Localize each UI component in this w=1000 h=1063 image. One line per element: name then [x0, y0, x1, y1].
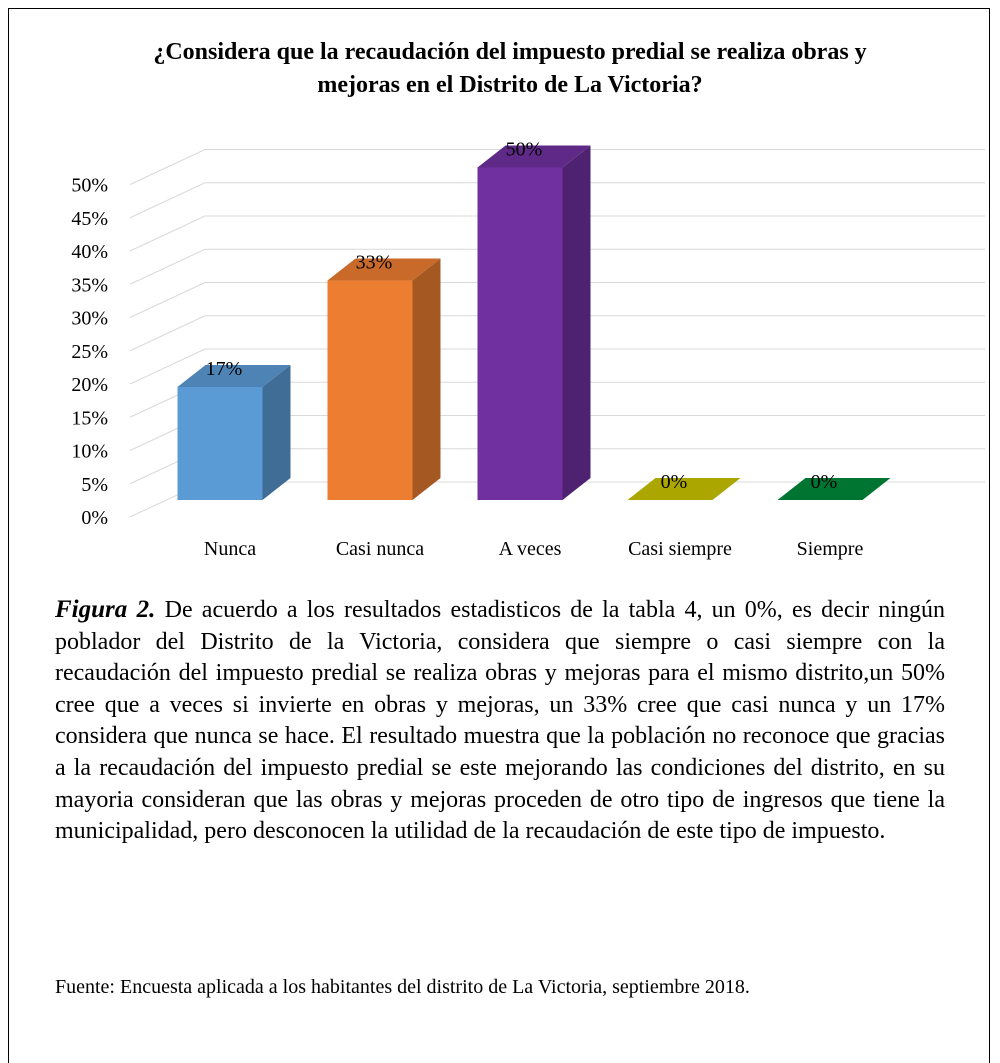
- grid-line: [129, 248, 985, 285]
- bar-side: [562, 145, 591, 500]
- x-tick-label: Casi siempre: [628, 538, 732, 560]
- x-tick-label: Casi nunca: [336, 538, 424, 560]
- y-tick-label: 20%: [71, 374, 108, 396]
- y-tick-label: 50%: [71, 175, 108, 197]
- bar: [477, 167, 563, 500]
- grid-line: [129, 282, 985, 318]
- caption: Figura 2. De acuerdo a los resultados es…: [55, 594, 945, 848]
- figure-frame: [8, 8, 990, 1063]
- grid-line: [129, 348, 985, 385]
- value-label: 33%: [356, 252, 393, 274]
- y-tick-label: 15%: [71, 407, 108, 429]
- caption-label: Figura 2.: [55, 596, 156, 623]
- value-label: 0%: [661, 471, 688, 493]
- x-tick-label: Siempre: [797, 538, 864, 560]
- y-tick-label: 10%: [71, 441, 108, 463]
- y-tick-label: 5%: [81, 474, 108, 496]
- chart: 0% 5% 10% 15% 20% 25% 30% 35% 40% 45% 50% Nunca 17% C…: [71, 139, 985, 560]
- bar: [177, 386, 263, 500]
- bar-side: [262, 364, 291, 500]
- source: Fuente: Encuesta aplicada a los habitant…: [55, 976, 750, 998]
- bar: [327, 280, 413, 500]
- caption-text: De acuerdo a los resultados estadisticos…: [55, 597, 945, 845]
- x-tick-label: A veces: [499, 538, 562, 560]
- grid-line: [129, 215, 985, 252]
- y-tick-label: 0%: [81, 507, 108, 529]
- chart-title: ¿Considera que la recaudación del impues…: [153, 39, 867, 98]
- value-label: 0%: [811, 471, 838, 493]
- y-tick-label: 25%: [71, 341, 108, 363]
- bar-top: [327, 258, 441, 281]
- y-tick-label: 45%: [71, 208, 108, 230]
- value-label: 17%: [206, 358, 243, 380]
- y-tick-label: 35%: [71, 274, 108, 296]
- grid-line: [129, 149, 985, 185]
- grid-line: [129, 315, 985, 352]
- bar-top: [777, 478, 891, 500]
- bar-side: [412, 258, 441, 500]
- bar-top: [177, 364, 291, 387]
- grid-line: [129, 182, 985, 219]
- value-label: 50%: [506, 139, 543, 161]
- x-tick-label: Nunca: [204, 538, 256, 560]
- y-tick-label: 30%: [71, 308, 108, 330]
- bar-top: [477, 145, 591, 168]
- bar-top: [627, 478, 741, 500]
- y-tick-label: 40%: [71, 241, 108, 263]
